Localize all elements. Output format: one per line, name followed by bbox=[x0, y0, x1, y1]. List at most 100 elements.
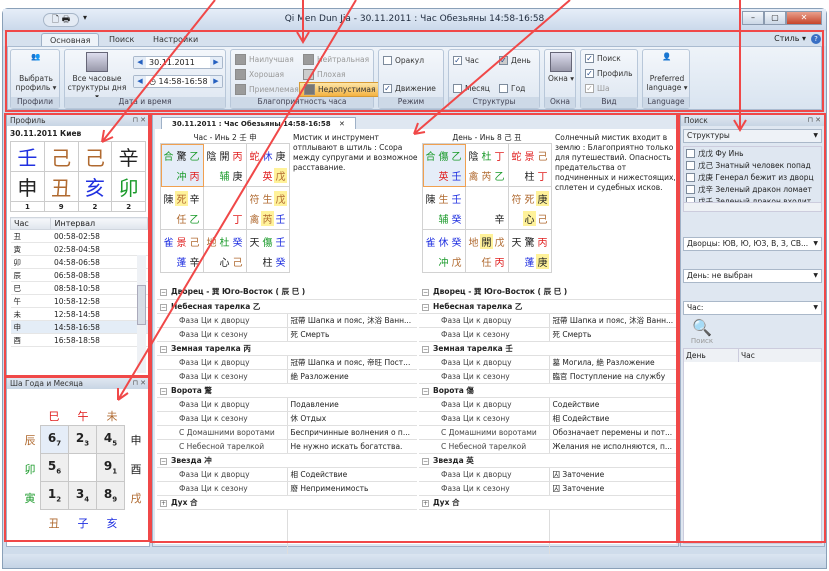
profile-panel-checkbox[interactable]: ✓ Профиль bbox=[585, 69, 633, 78]
palace-cell[interactable]: 雀休癸冲戊 bbox=[422, 229, 466, 273]
close-tab-icon[interactable]: ✕ bbox=[339, 120, 345, 128]
property-value[interactable]: Содействие bbox=[549, 397, 679, 412]
palace-cell[interactable]: 合驚乙冲丙 bbox=[160, 143, 204, 187]
category-dropdown[interactable]: Структуры ▼ bbox=[683, 129, 822, 143]
tab-settings[interactable]: Настройки bbox=[153, 35, 199, 44]
section-title[interactable]: − Звезда 冲 bbox=[157, 453, 417, 468]
pin-close-icons[interactable]: ⊓ ✕ bbox=[132, 116, 146, 124]
hour-row[interactable]: 午 10:58-12:58 bbox=[10, 294, 148, 308]
palace-cell[interactable]: 陳生壬辅癸 bbox=[422, 186, 466, 230]
palace-cell[interactable]: 地開戊任丙 bbox=[465, 229, 509, 273]
hour-row[interactable]: 酉 16:58-18:58 bbox=[10, 333, 148, 347]
property-section[interactable]: − Небесная тарелка 乙 bbox=[157, 299, 417, 314]
expand-icon[interactable]: + bbox=[422, 499, 429, 507]
collapse-icon[interactable]: − bbox=[160, 289, 167, 297]
property-section[interactable]: − Земная тарелка 壬 bbox=[419, 341, 679, 356]
sha-panel-checkbox[interactable]: ✓ Ша bbox=[585, 84, 610, 93]
favor-bad[interactable]: Плохая bbox=[303, 69, 346, 80]
palace-cell[interactable]: 地杜癸心己 bbox=[203, 229, 247, 273]
maximize-button[interactable]: ▢ bbox=[764, 11, 786, 25]
palace-cell[interactable]: 陰開丙辅庚 bbox=[203, 143, 247, 187]
pin-close-icons[interactable]: ⊓ ✕ bbox=[132, 379, 146, 387]
hour-row[interactable]: 巳 08:58-10:58 bbox=[10, 281, 148, 295]
property-value[interactable]: 囚 Заточение bbox=[549, 481, 679, 496]
all-structures-button[interactable]: Все часовые структуры дня ▾ bbox=[67, 52, 127, 101]
windows-button[interactable]: Окна ▾ bbox=[547, 52, 575, 83]
next-time-icon[interactable]: ▶ bbox=[210, 76, 222, 87]
time-value[interactable]: ◷ 14:58-16:58 bbox=[149, 77, 208, 86]
collapse-icon[interactable]: − bbox=[160, 457, 167, 465]
property-value[interactable]: Желания не исполняются, п... bbox=[549, 439, 679, 454]
palace-cell[interactable]: 陳死辛任乙 bbox=[160, 186, 204, 230]
palace-cell[interactable]: 符死庚心己 bbox=[508, 186, 552, 230]
property-value[interactable]: 冠帶 Шапка и пояс, 帝旺 Пост... bbox=[287, 355, 417, 370]
favor-best[interactable]: Наилучшая bbox=[235, 54, 294, 65]
style-menu[interactable]: Стиль ▾ bbox=[774, 34, 806, 43]
document-tab[interactable]: 30.11.2011 : Час Обезьяны 14:58-16:58 ✕ bbox=[161, 117, 356, 129]
checkbox-box[interactable] bbox=[686, 160, 695, 170]
tab-search[interactable]: Поиск bbox=[109, 35, 135, 44]
month-checkbox[interactable]: Месяц bbox=[453, 84, 490, 93]
search-panel-checkbox[interactable]: ✓ Поиск bbox=[585, 54, 621, 63]
tab-main[interactable]: Основная bbox=[41, 33, 100, 46]
property-value[interactable]: 廢 Неприменимость bbox=[287, 481, 417, 496]
palace-cell[interactable]: 天驚丙蓬庚 bbox=[508, 229, 552, 273]
hour-checkbox[interactable]: ✓ Час bbox=[453, 56, 479, 65]
structure-item[interactable]: 戊戊 Фу Инь bbox=[684, 147, 821, 159]
year-checkbox[interactable]: Год bbox=[499, 84, 525, 93]
property-value[interactable]: Не нужно искать богатства. bbox=[287, 439, 417, 454]
section-title[interactable]: + Дух 合 bbox=[419, 495, 679, 510]
structures-list[interactable]: 戊戊 Фу Инь 戊己 Знатный человек попад 戊庚 Гене… bbox=[683, 146, 822, 212]
property-value[interactable]: 死 Смерть bbox=[287, 327, 417, 342]
property-section[interactable]: + Дух 合 bbox=[157, 495, 417, 510]
column-header-hour[interactable]: Час bbox=[739, 349, 821, 362]
expand-icon[interactable]: + bbox=[160, 499, 167, 507]
property-section[interactable]: − Звезда 冲 bbox=[157, 453, 417, 468]
property-value[interactable]: 絶 Разложение bbox=[287, 369, 417, 384]
search-button[interactable]: 🔍 Поиск bbox=[687, 318, 717, 345]
property-value[interactable]: Беспричинные волнения о п... bbox=[287, 425, 417, 440]
palace-cell[interactable]: 蛇景己柱丁 bbox=[508, 143, 552, 187]
property-value[interactable]: 相 Содействие bbox=[549, 411, 679, 426]
collapse-icon[interactable]: − bbox=[422, 345, 429, 353]
collapse-icon[interactable]: − bbox=[160, 387, 167, 395]
property-section[interactable]: + Дух 合 bbox=[419, 495, 679, 510]
close-button[interactable]: ✕ bbox=[786, 11, 822, 25]
checkbox-box[interactable] bbox=[686, 184, 695, 194]
scrollbar[interactable] bbox=[137, 255, 146, 373]
favor-neutral[interactable]: Нейтральная bbox=[303, 54, 369, 65]
property-section[interactable]: − Ворота 傷 bbox=[419, 383, 679, 398]
section-title[interactable]: − Небесная тарелка 乙 bbox=[157, 299, 417, 314]
select-profile-button[interactable]: 👥 Выбрать профиль ▾ bbox=[13, 52, 59, 92]
day-dropdown[interactable]: День: не выбран ▼ bbox=[683, 269, 822, 283]
property-section[interactable]: − Небесная тарелка 乙 bbox=[419, 299, 679, 314]
hour-row[interactable]: 申 14:58-16:58 bbox=[10, 320, 148, 334]
section-title[interactable]: − Дворец - 巽 Юго-Восток ( 辰 巳 ) bbox=[419, 285, 679, 300]
section-title[interactable]: + Дух 合 bbox=[157, 495, 417, 510]
property-value[interactable]: Обозначает перемены и пот... bbox=[549, 425, 679, 440]
column-header[interactable]: Интервал bbox=[50, 217, 148, 230]
section-title[interactable]: − Дворец - 巽 Юго-Восток ( 辰 巳 ) bbox=[157, 285, 417, 300]
collapse-icon[interactable]: − bbox=[422, 457, 429, 465]
property-value[interactable]: Подавление bbox=[287, 397, 417, 412]
palaces-dropdown[interactable]: Дворцы: ЮВ, Ю, ЮЗ, В, З, СВ... ▼ bbox=[683, 237, 822, 251]
property-section[interactable]: − Дворец - 巽 Юго-Восток ( 辰 巳 ) bbox=[419, 285, 679, 300]
palace-cell[interactable]: 陰杜丁禽芮乙 bbox=[465, 143, 509, 187]
hour-row[interactable]: 辰 06:58-08:58 bbox=[10, 268, 148, 282]
column-header-day[interactable]: День bbox=[684, 349, 739, 362]
section-title[interactable]: − Звезда 英 bbox=[419, 453, 679, 468]
prev-date-icon[interactable]: ◀ bbox=[134, 57, 146, 68]
palace-cell[interactable]: 雀景己蓬辛 bbox=[160, 229, 204, 273]
hour-row[interactable]: 卯 04:58-06:58 bbox=[10, 255, 148, 269]
next-date-icon[interactable]: ▶ bbox=[210, 57, 222, 68]
palace-cell[interactable]: 辛 bbox=[465, 186, 509, 230]
palace-cell[interactable]: 合傷乙英壬 bbox=[422, 143, 466, 187]
day-checkbox[interactable]: ✓ День bbox=[499, 56, 531, 65]
checkbox-box[interactable] bbox=[686, 148, 695, 158]
property-section[interactable]: − Земная тарелка 丙 bbox=[157, 341, 417, 356]
time-spinner[interactable]: ◀ ◷ 14:58-16:58 ▶ bbox=[133, 75, 223, 88]
property-section[interactable]: − Звезда 英 bbox=[419, 453, 679, 468]
collapse-icon[interactable]: − bbox=[160, 345, 167, 353]
minimize-button[interactable]: – bbox=[742, 11, 764, 25]
property-value[interactable]: 冠帶 Шапка и пояс, 沐浴 Ванн... bbox=[287, 313, 417, 328]
